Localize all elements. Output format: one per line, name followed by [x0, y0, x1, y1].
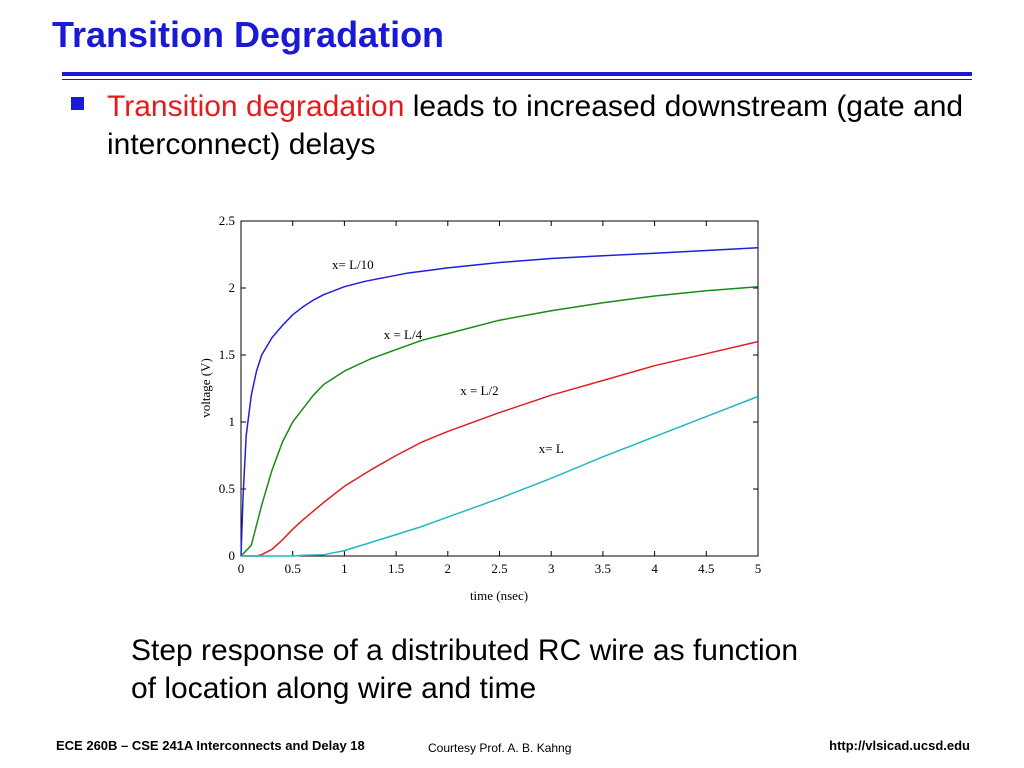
slide-title: Transition Degradation — [52, 14, 445, 55]
series-line-3 — [241, 340, 759, 557]
x-tick-label: 0 — [238, 561, 245, 576]
square-bullet-icon — [71, 97, 84, 110]
curve-label-4: x= L — [539, 441, 564, 456]
caption-line-1: Step response of a distributed RC wire a… — [131, 634, 799, 667]
x-tick-label: 1.5 — [388, 561, 404, 576]
x-tick-label: 4 — [651, 561, 658, 576]
bullet-highlight: Transition degradation — [107, 90, 405, 123]
x-tick-label: 3.5 — [595, 561, 611, 576]
curve-label-3: x = L/2 — [460, 383, 498, 398]
bullet-rest: leads to increased downstream (gate and … — [107, 90, 964, 161]
x-tick-label: 2 — [445, 561, 452, 576]
caption-line-2: of location along wire and time — [131, 672, 537, 705]
y-tick-label: 1.5 — [219, 347, 235, 362]
y-tick-label: 1 — [229, 414, 236, 429]
y-tick-label: 0.5 — [219, 481, 235, 496]
x-tick-label: 3 — [548, 561, 555, 576]
bullet-point: Transition degradation leads to increase… — [107, 88, 987, 164]
series-line-4 — [241, 395, 759, 557]
x-tick-label: 5 — [755, 561, 762, 576]
figure-caption: Step response of a distributed RC wire a… — [131, 632, 931, 708]
series-line-2 — [240, 285, 759, 557]
x-tick-label: 0.5 — [285, 561, 301, 576]
title-divider-thin — [62, 79, 972, 80]
curve-label-1: x= L/10 — [332, 257, 374, 272]
x-tick-label: 4.5 — [698, 561, 714, 576]
title-divider-thick — [62, 72, 972, 76]
footer-credit: Courtesy Prof. A. B. Kahng — [428, 741, 572, 755]
step-response-chart: 0 0.5 1 1.5 2 2.5 3 3.5 4 4.5 5 0 0.5 1 1.5 2 2.5 x= L/1… — [198, 213, 762, 603]
y-tick-label: 2.5 — [219, 213, 235, 228]
x-tick-label: 2.5 — [491, 561, 507, 576]
y-tick-label: 0 — [229, 548, 236, 563]
y-tick-label: 2 — [229, 280, 236, 295]
curve-label-2: x = L/4 — [384, 327, 423, 342]
x-axis-label: time (nsec) — [470, 588, 528, 603]
footer-url: http://vlsicad.ucsd.edu — [829, 738, 970, 753]
series-line-1 — [240, 247, 759, 557]
footer-course: ECE 260B – CSE 241A Interconnects and De… — [56, 738, 365, 753]
x-tick-label: 1 — [341, 561, 348, 576]
y-axis-label: voltage (V) — [198, 358, 213, 418]
